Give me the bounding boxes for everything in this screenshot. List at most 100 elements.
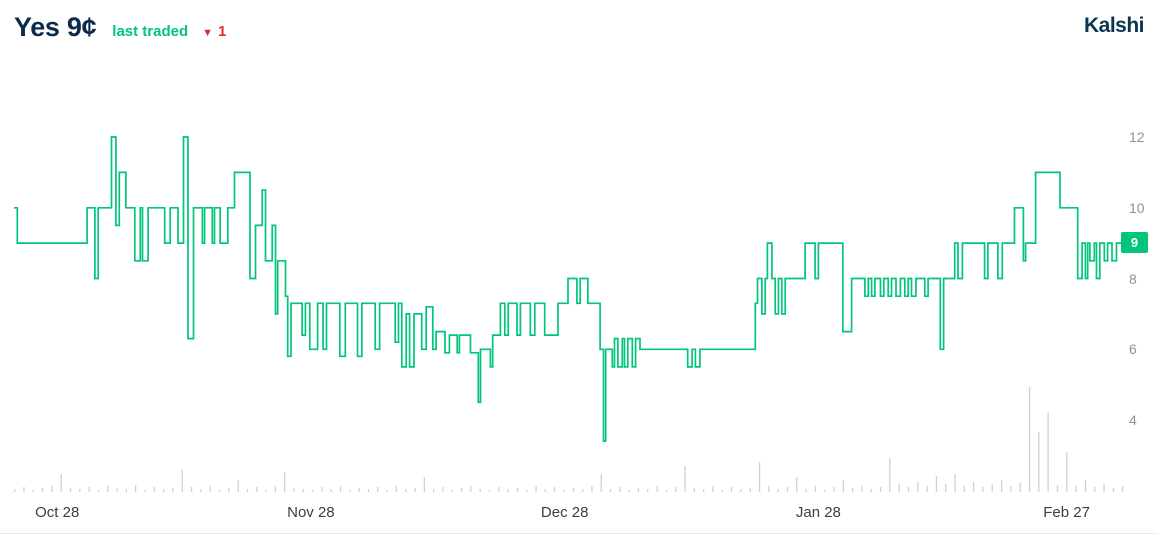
volume-bar <box>386 490 388 492</box>
volume-bar <box>330 489 332 492</box>
volume-bar <box>321 487 323 492</box>
volume-bar <box>1010 486 1012 492</box>
x-tick-label: Nov 28 <box>287 504 335 521</box>
volume-bar <box>684 466 686 492</box>
x-tick-label: Feb 27 <box>1043 504 1090 521</box>
volume-bar <box>1112 488 1114 492</box>
volume-bar <box>284 472 286 492</box>
volume-bar <box>609 489 612 492</box>
volume-bar <box>1047 412 1049 492</box>
volume-bar <box>377 487 379 492</box>
volume-bar <box>163 489 165 492</box>
y-tick-label: 4 <box>1129 412 1137 428</box>
volume-bar <box>51 486 53 492</box>
volume-bar <box>796 477 798 492</box>
volume-bar <box>805 489 807 492</box>
volume-bar <box>460 488 463 492</box>
volume-bar <box>135 485 137 492</box>
volume-bar <box>833 487 835 492</box>
volume-bar <box>535 486 537 492</box>
volume-bar <box>265 490 267 492</box>
volume-bar <box>637 488 640 492</box>
volume-bar <box>218 490 221 492</box>
volume-bar <box>470 486 472 492</box>
volume-bar <box>777 489 779 492</box>
volume-bar <box>898 484 900 492</box>
volume-bar <box>311 490 314 492</box>
volume-bar <box>1028 387 1031 492</box>
volume-bar <box>116 488 118 492</box>
volume-bar <box>190 487 193 492</box>
last-price-badge: 9 <box>1121 232 1148 253</box>
volume-bar <box>656 486 658 492</box>
volume-bar <box>907 487 910 492</box>
volume-bar <box>842 480 844 492</box>
y-tick-label: 8 <box>1129 270 1137 287</box>
volume-bar <box>69 488 72 492</box>
volume-bar <box>675 487 677 492</box>
volume-bar <box>600 474 602 492</box>
volume-bar <box>852 488 854 492</box>
volume-bar <box>758 462 761 492</box>
y-tick-label: 6 <box>1129 341 1137 358</box>
volume-bar <box>488 490 491 492</box>
volume-bar <box>861 486 863 492</box>
volume-bar <box>125 489 127 492</box>
volume-bar <box>665 490 668 492</box>
volume-bar <box>498 487 500 492</box>
volume-bar <box>209 486 211 492</box>
volume-bar <box>32 490 34 492</box>
volume-bar <box>889 458 891 492</box>
volume-bar <box>926 486 928 492</box>
volume-bar <box>544 489 546 492</box>
volume-bar <box>814 486 816 492</box>
volume-bar <box>1094 487 1096 492</box>
volume-bar <box>563 490 565 492</box>
volume-bar <box>1019 483 1021 492</box>
volume-bar <box>730 487 733 492</box>
volume-bar <box>516 488 519 492</box>
volume-bar <box>973 482 975 492</box>
volume-bar <box>358 488 360 492</box>
volume-bar <box>582 489 584 492</box>
volume-bar <box>423 477 425 492</box>
volume-bar <box>237 480 239 492</box>
volume-bar <box>256 487 258 492</box>
volume-bar <box>442 487 444 492</box>
volume-bar <box>339 486 342 492</box>
volume-bar <box>23 487 25 492</box>
volume-bar <box>246 489 249 492</box>
volume-bar <box>1122 486 1124 492</box>
volume-bar <box>153 487 155 492</box>
volume-bar <box>479 489 481 492</box>
kalshi-logo[interactable]: Kalshi <box>1083 14 1145 37</box>
volume-bar <box>1066 452 1068 492</box>
volume-bar <box>628 490 630 492</box>
volume-bar <box>367 489 370 492</box>
volume-bar <box>181 470 183 492</box>
volume-bar <box>554 487 556 492</box>
volume-bar <box>1056 485 1059 492</box>
volume-bar <box>963 486 965 492</box>
volume-bar <box>395 486 397 492</box>
last-traded-label: last traded <box>112 23 189 40</box>
volume-bar <box>60 474 62 492</box>
volume-bar <box>1103 484 1105 492</box>
volume-bar <box>982 487 984 492</box>
volume-bar <box>349 490 351 492</box>
volume-bar <box>591 486 593 492</box>
volume-bar <box>917 482 919 492</box>
volume-bar <box>824 490 826 492</box>
volume-bar <box>1038 432 1040 492</box>
volume-bar <box>945 484 947 492</box>
volume-bar <box>274 486 276 492</box>
volume-bar <box>693 488 695 492</box>
volume-bar <box>991 484 993 492</box>
price-change-value: 1 <box>218 23 227 40</box>
volume-bar <box>414 488 416 492</box>
volume-bar <box>302 489 304 492</box>
y-tick-label: 10 <box>1129 199 1145 216</box>
volume-bar <box>954 474 956 492</box>
